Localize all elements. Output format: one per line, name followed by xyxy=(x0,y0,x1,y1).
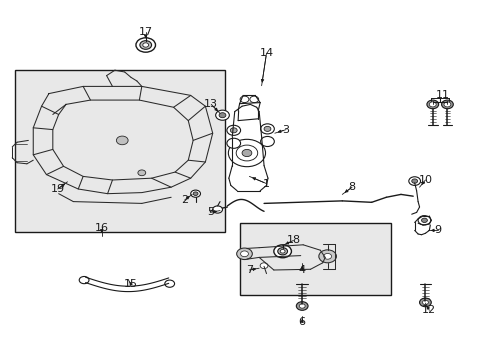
Circle shape xyxy=(190,190,200,197)
Text: 7: 7 xyxy=(245,265,252,275)
Text: 9: 9 xyxy=(433,225,440,235)
Circle shape xyxy=(236,145,257,161)
Circle shape xyxy=(299,304,305,308)
Text: 15: 15 xyxy=(124,279,138,289)
Circle shape xyxy=(79,276,89,284)
Circle shape xyxy=(228,139,265,167)
Circle shape xyxy=(411,179,417,183)
Text: 14: 14 xyxy=(259,48,273,58)
Text: 8: 8 xyxy=(348,182,355,192)
Circle shape xyxy=(428,102,435,107)
Circle shape xyxy=(260,124,274,134)
Circle shape xyxy=(408,177,420,185)
Text: 6: 6 xyxy=(298,317,305,327)
Circle shape xyxy=(296,302,307,310)
Text: 17: 17 xyxy=(139,27,152,37)
Circle shape xyxy=(219,113,225,118)
Bar xyxy=(239,223,390,295)
Text: 11: 11 xyxy=(435,90,448,100)
Circle shape xyxy=(136,38,155,52)
Circle shape xyxy=(164,280,174,287)
Circle shape xyxy=(215,110,229,120)
Circle shape xyxy=(426,100,438,109)
Text: 3: 3 xyxy=(282,125,289,135)
Text: 4: 4 xyxy=(298,265,305,275)
Circle shape xyxy=(193,192,198,195)
Circle shape xyxy=(260,136,274,147)
Circle shape xyxy=(264,126,270,131)
Circle shape xyxy=(277,248,287,255)
Circle shape xyxy=(421,218,427,222)
Circle shape xyxy=(273,245,291,258)
Circle shape xyxy=(226,138,240,148)
Bar xyxy=(15,70,224,232)
Text: 19: 19 xyxy=(51,184,64,194)
Circle shape xyxy=(318,250,336,263)
Circle shape xyxy=(242,149,251,157)
Circle shape xyxy=(249,96,258,103)
Text: 16: 16 xyxy=(95,222,108,233)
Circle shape xyxy=(419,298,430,307)
Circle shape xyxy=(240,96,248,103)
Circle shape xyxy=(240,251,248,257)
Circle shape xyxy=(260,263,267,269)
Circle shape xyxy=(226,125,240,135)
Circle shape xyxy=(138,170,145,176)
Circle shape xyxy=(323,253,331,259)
Text: 1: 1 xyxy=(263,179,269,189)
Circle shape xyxy=(417,216,430,225)
Circle shape xyxy=(142,43,148,47)
Text: 12: 12 xyxy=(422,305,435,315)
Circle shape xyxy=(443,102,450,107)
Text: 5: 5 xyxy=(206,207,213,217)
Circle shape xyxy=(140,41,151,49)
Circle shape xyxy=(116,136,128,145)
Text: 13: 13 xyxy=(204,99,218,109)
Text: 2: 2 xyxy=(181,195,188,205)
Text: 18: 18 xyxy=(286,235,300,246)
Circle shape xyxy=(441,100,452,109)
Text: 10: 10 xyxy=(418,175,431,185)
Circle shape xyxy=(230,128,237,133)
Circle shape xyxy=(236,248,252,260)
Circle shape xyxy=(212,206,222,213)
Circle shape xyxy=(280,249,285,253)
Circle shape xyxy=(422,300,427,305)
